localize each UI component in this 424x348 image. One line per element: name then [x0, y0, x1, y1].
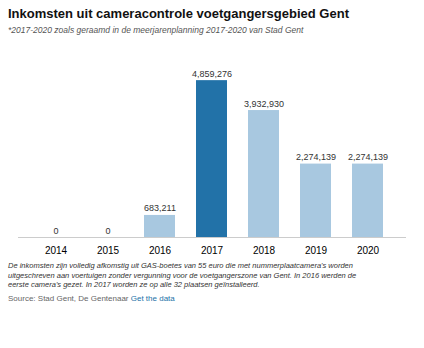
svg-text:2014: 2014	[45, 244, 68, 255]
svg-text:2020: 2020	[357, 244, 380, 255]
svg-text:0: 0	[105, 225, 110, 235]
svg-text:3,932,930: 3,932,930	[244, 98, 284, 108]
svg-text:2018: 2018	[253, 244, 276, 255]
svg-text:2017: 2017	[201, 244, 224, 255]
svg-text:4,859,276: 4,859,276	[192, 68, 232, 78]
svg-text:2,274,139: 2,274,139	[348, 152, 388, 162]
html-text:De inkomsten zijn volledig afk: De inkomsten zijn volledig afkomstig uit…	[8, 260, 357, 290]
svg-text:2019: 2019	[305, 244, 328, 255]
svg-text:683,211: 683,211	[144, 203, 176, 213]
html-text:*2017-2020 zoals geraamd in de: *2017-2020 zoals geraamd in de meerjaren…	[8, 24, 304, 35]
svg-text:2016: 2016	[149, 244, 172, 255]
svg-text:2015: 2015	[97, 244, 120, 255]
html-text:Source: Stad Gent, De Gentenaa: Source: Stad Gent, De Gentenaar Get the …	[8, 294, 175, 303]
html-text:Inkomsten uit cameracontrole v: Inkomsten uit cameracontrole voetgangers…	[8, 6, 349, 21]
svg-text:2,274,139: 2,274,139	[296, 152, 336, 162]
svg-text:0: 0	[53, 225, 58, 235]
